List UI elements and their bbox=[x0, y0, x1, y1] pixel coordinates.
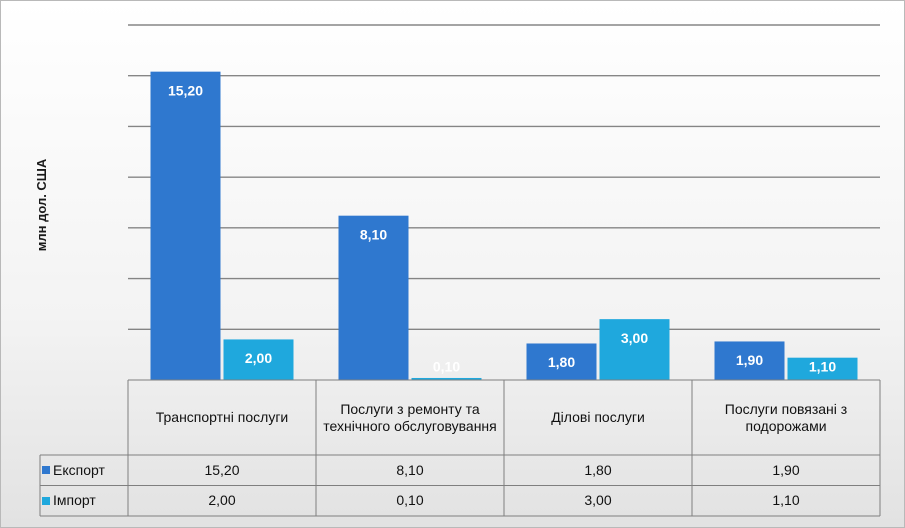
table-value: 0,10 bbox=[396, 492, 424, 509]
table-value: 1,80 bbox=[584, 461, 612, 478]
bar-import bbox=[223, 339, 294, 380]
bar-import bbox=[787, 357, 858, 380]
data-label: 8,10 bbox=[360, 226, 387, 242]
table-value: 8,10 bbox=[396, 461, 424, 478]
bar-export bbox=[526, 343, 597, 380]
bar-import bbox=[599, 319, 670, 380]
legend-swatch bbox=[42, 466, 50, 475]
bar-import bbox=[411, 377, 482, 380]
legend-row-header: Експорт bbox=[40, 455, 128, 486]
category-label: Транспортні послуги bbox=[155, 409, 289, 426]
table-value: 1,10 bbox=[772, 492, 800, 509]
category-label: Послуги з ремонту та технічного обслугов… bbox=[323, 400, 497, 434]
data-label: 15,20 bbox=[168, 82, 203, 98]
y-axis-label: млн дол. США bbox=[34, 158, 49, 251]
legend-swatch bbox=[42, 496, 50, 505]
data-label: 3,00 bbox=[621, 330, 648, 346]
category-label: Ділові послуги bbox=[551, 409, 645, 426]
data-label: 1,90 bbox=[736, 352, 763, 368]
bar-export bbox=[714, 341, 785, 380]
legend-row-header: Імпорт bbox=[40, 486, 128, 517]
table-value: 15,20 bbox=[204, 461, 240, 478]
table-value: 3,00 bbox=[584, 492, 612, 509]
data-label: 0,10 bbox=[433, 359, 460, 375]
table-value: 2,00 bbox=[208, 492, 236, 509]
data-label: 1,80 bbox=[548, 354, 575, 370]
category-label: Послуги повязані з подорожами bbox=[724, 400, 848, 434]
legend-label: Імпорт bbox=[53, 492, 96, 509]
legend-label: Експорт bbox=[53, 461, 105, 478]
bar-export bbox=[338, 215, 409, 380]
data-label: 2,00 bbox=[245, 350, 272, 366]
bar-export bbox=[150, 71, 221, 381]
table-value: 1,90 bbox=[772, 461, 800, 478]
data-label: 1,10 bbox=[809, 359, 836, 375]
